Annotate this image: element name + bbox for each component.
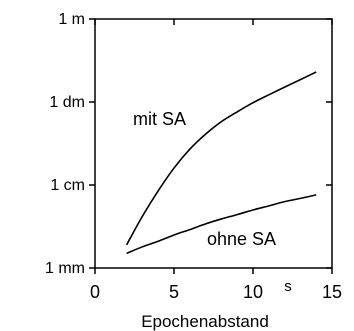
series-layer [125, 71, 317, 255]
x-tick-label: 10 [243, 282, 263, 302]
x-axis-label: Epochenabstand [141, 312, 269, 331]
series-label-mit-sa: mit SA [133, 109, 186, 129]
y-tick-label: 1 cm [50, 177, 85, 194]
x-tick-label: 5 [169, 282, 179, 302]
x-tick-label: 0 [90, 282, 100, 302]
series-label-ohne-sa: ohne SA [207, 229, 276, 249]
plot-frame [94, 18, 333, 269]
y-tick-label: 1 mm [45, 260, 85, 277]
series-line-mit-sa [125, 71, 317, 246]
x-unit-label: s [284, 278, 292, 295]
tick-layer: 1 m 1 dm 1 cm 1 mm 0 5 10 15 [45, 11, 342, 302]
y-tick-label: 1 m [58, 11, 85, 28]
x-tick-label: 15 [322, 282, 342, 302]
y-tick-label: 1 dm [49, 94, 85, 111]
series-line-ohne-sa [126, 194, 317, 255]
